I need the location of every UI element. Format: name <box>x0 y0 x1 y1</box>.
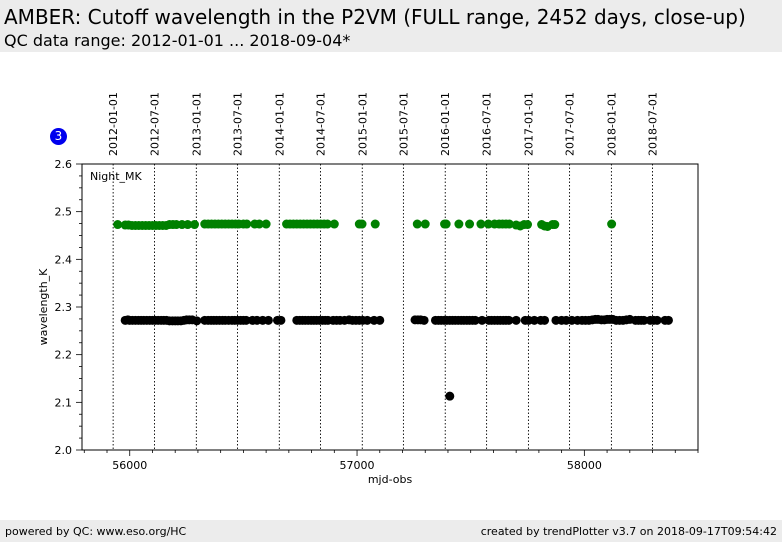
date-marker-label: 2014-07-01 <box>314 92 327 156</box>
page-title: AMBER: Cutoff wavelength in the P2VM (FU… <box>4 5 746 29</box>
data-point <box>362 315 372 325</box>
data-point <box>190 220 200 230</box>
y-tick-label: 2.4 <box>55 253 73 266</box>
data-point <box>639 315 649 325</box>
data-series <box>113 219 617 231</box>
y-tick-label: 2.5 <box>55 206 73 219</box>
data-point <box>465 219 475 229</box>
data-point <box>192 316 202 326</box>
date-marker-label: 2016-07-01 <box>481 92 494 156</box>
date-marker-label: 2013-07-01 <box>231 92 244 156</box>
date-marker-label: 2013-01-01 <box>190 92 203 156</box>
data-point <box>242 219 252 229</box>
data-series <box>120 314 673 401</box>
data-point <box>477 315 487 325</box>
data-point <box>454 219 464 229</box>
date-marker-label: 2017-01-01 <box>522 92 535 156</box>
date-marker-label: 2015-01-01 <box>356 92 369 156</box>
header-bar: AMBER: Cutoff wavelength in the P2VM (FU… <box>0 0 782 52</box>
y-axis-label: wavelength_K <box>37 268 50 346</box>
data-point <box>511 315 521 325</box>
data-point <box>276 315 286 325</box>
data-point <box>183 220 193 230</box>
page-subtitle: QC data range: 2012-01-01 ... 2018-09-04… <box>4 31 351 50</box>
date-marker-label: 2016-01-01 <box>439 92 452 156</box>
data-point <box>357 219 367 229</box>
x-tick-label: 58000 <box>567 459 602 472</box>
data-point <box>476 219 486 229</box>
y-tick-label: 2.2 <box>55 349 73 362</box>
y-tick-label: 2.3 <box>55 301 73 314</box>
x-axis-label: mjd-obs <box>368 473 413 486</box>
plot-frame <box>81 163 699 451</box>
data-point <box>254 219 264 229</box>
date-marker-label: 2012-07-01 <box>149 92 162 156</box>
data-point <box>263 315 273 325</box>
date-marker-label: 2015-07-01 <box>397 92 410 156</box>
data-point <box>113 220 123 230</box>
data-point <box>420 219 430 229</box>
y-tick-label: 2.1 <box>55 396 73 409</box>
data-point <box>470 315 480 325</box>
footer-powered-by: powered by QC: www.eso.org/HC <box>5 525 187 538</box>
x-tick-label: 57000 <box>340 459 375 472</box>
date-marker-label: 2012-01-01 <box>107 92 120 156</box>
data-point <box>523 220 533 230</box>
data-point <box>607 219 617 229</box>
data-point <box>652 315 662 325</box>
footer-bar: powered by QC: www.eso.org/HC created by… <box>0 520 782 542</box>
data-point <box>504 315 514 325</box>
data-point <box>370 219 380 229</box>
data-point <box>412 219 422 229</box>
y-tick-label: 2.0 <box>55 444 73 457</box>
y-tick-label: 2.6 <box>55 158 73 171</box>
data-point <box>663 315 673 325</box>
data-point <box>550 220 560 230</box>
data-point <box>441 219 451 229</box>
data-point <box>375 315 385 325</box>
date-marker-label: 2018-01-01 <box>605 92 618 156</box>
data-point <box>241 315 251 325</box>
plot-annotation: Night_MK <box>90 170 143 183</box>
data-point <box>540 315 550 325</box>
date-marker-label: 2017-07-01 <box>564 92 577 156</box>
data-point <box>445 391 455 401</box>
date-marker-label: 2018-07-01 <box>647 92 660 156</box>
data-point <box>261 219 271 229</box>
x-tick-label: 56000 <box>112 459 147 472</box>
date-marker-label: 2014-01-01 <box>273 92 286 156</box>
marker-badge: 3 <box>50 128 67 145</box>
data-point <box>322 219 332 229</box>
data-point <box>419 315 429 325</box>
footer-created-by: created by trendPlotter v3.7 on 2018-09-… <box>480 525 777 538</box>
data-point <box>329 219 339 229</box>
data-point <box>529 315 539 325</box>
data-point <box>504 219 514 229</box>
